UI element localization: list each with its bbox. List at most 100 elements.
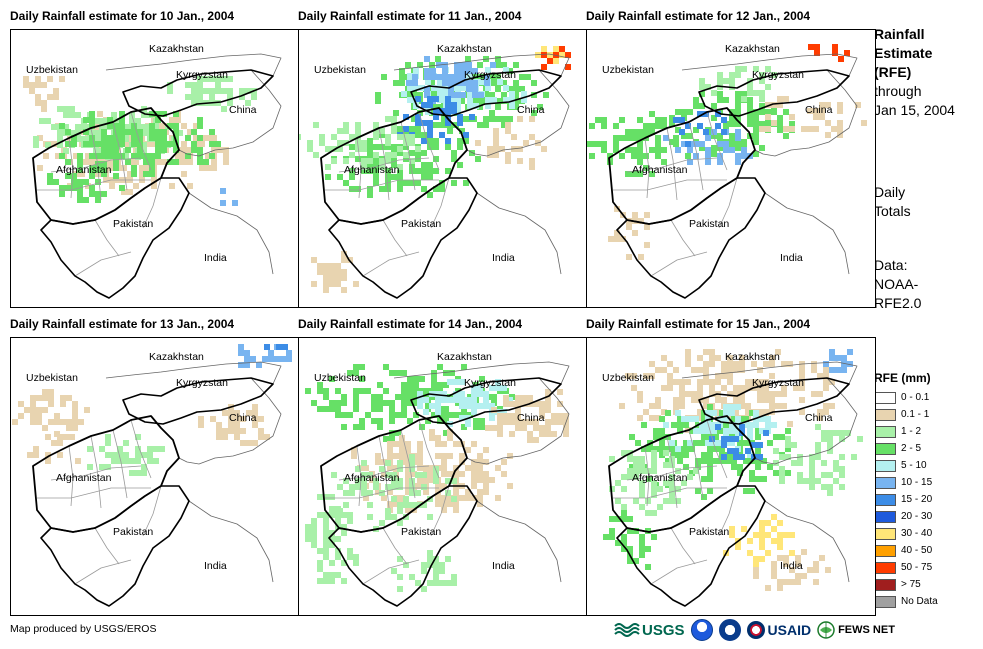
nasa-seal-icon	[718, 619, 741, 641]
province-boundary	[613, 179, 727, 191]
country-label-kazakhstan: Kazakhstan	[437, 43, 492, 55]
province-boundary	[706, 111, 728, 171]
country-boundary	[188, 500, 274, 583]
legend-label: 40 - 50	[901, 545, 933, 556]
province-boundary	[68, 445, 74, 507]
legend-swatch	[874, 442, 896, 455]
country-label-kyrgyzstan: Kyrgyzstan	[752, 377, 804, 389]
country-boundary	[476, 192, 562, 275]
province-boundary	[706, 419, 728, 479]
country-label-kazakhstan: Kazakhstan	[725, 43, 780, 55]
legend-label: > 75	[901, 579, 921, 590]
map-panel: Daily Rainfall estimate for 14 Jan., 200…	[298, 315, 588, 616]
map-panel: Daily Rainfall estimate for 12 Jan., 200…	[586, 7, 876, 308]
legend-item: 2 - 5	[874, 440, 979, 457]
country-boundary	[754, 377, 858, 465]
legend-item: 20 - 30	[874, 508, 979, 525]
legend-label: 20 - 30	[901, 511, 933, 522]
side-title-line2: Estimate	[874, 45, 933, 61]
province-boundary	[37, 487, 151, 499]
legend-item: No Data	[874, 593, 979, 610]
usgs-wave-icon	[614, 623, 640, 637]
province-boundary	[356, 137, 362, 199]
logos: USGS USAID FEWS NET	[614, 617, 895, 643]
province-boundary	[90, 127, 102, 201]
province-boundary	[112, 429, 128, 499]
country-boundary	[466, 377, 570, 465]
afghanistan-border	[32, 107, 180, 225]
province-boundary	[356, 445, 362, 507]
province-boundary	[112, 121, 128, 191]
country-label-kyrgyzstan: Kyrgyzstan	[464, 377, 516, 389]
rainfall-map: Kazakhstan Uzbekistan Kyrgyzstan China Afgha…	[305, 351, 570, 607]
province-boundary	[142, 485, 162, 537]
country-boundary	[681, 361, 858, 385]
rainfall-map: Kazakhstan Uzbekistan Kyrgyzstan China Afgha…	[299, 43, 571, 299]
rainfall-cells	[305, 364, 569, 592]
country-label-uzbekistan: Uzbekistan	[314, 372, 366, 384]
legend-item: 5 - 10	[874, 457, 979, 474]
province-boundary	[670, 527, 696, 565]
country-label-afghanistan: Afghanistan	[344, 164, 400, 176]
country-boundary	[393, 361, 570, 385]
rainfall-map: Kazakhstan Uzbekistan Kyrgyzstan China Afgha…	[23, 43, 282, 299]
province-boundary	[718, 485, 738, 537]
country-boundary	[105, 53, 282, 77]
province-boundary	[650, 251, 708, 277]
usgs-logo: USGS	[614, 622, 685, 639]
province-boundary	[94, 219, 120, 257]
country-label-afghanistan: Afghanistan	[344, 472, 400, 484]
province-boundary	[688, 429, 704, 499]
legend: RFE (mm) 0 - 0.1 0.1 - 1 1 - 2 2 - 5 5 - 10 1…	[874, 371, 979, 610]
country-label-india: India	[492, 252, 515, 264]
country-label-china: China	[805, 104, 833, 116]
rainfall-cells	[587, 44, 867, 260]
side-through: through Jan 15, 2004	[874, 82, 955, 120]
globe-icon	[817, 621, 835, 639]
legend-swatch	[874, 408, 896, 421]
country-label-china: China	[229, 412, 257, 424]
country-label-china: China	[805, 412, 833, 424]
side-data1: Data:	[874, 257, 908, 273]
afghanistan-border	[32, 415, 180, 533]
legend-item: 40 - 50	[874, 542, 979, 559]
province-boundary	[644, 445, 650, 507]
legend-item: 10 - 15	[874, 474, 979, 491]
side-title: Rainfall Estimate (RFE)	[874, 25, 932, 82]
legend-title: RFE (mm)	[874, 371, 931, 385]
province-boundary	[37, 179, 151, 191]
province-boundary	[650, 559, 708, 585]
country-boundary	[178, 377, 282, 465]
country-boundary	[178, 69, 282, 157]
country-label-pakistan: Pakistan	[689, 218, 729, 230]
country-label-india: India	[204, 252, 227, 264]
legend-swatch	[874, 561, 896, 574]
province-boundary	[418, 111, 440, 171]
country-label-pakistan: Pakistan	[113, 218, 153, 230]
side-daily2: Totals	[874, 203, 911, 219]
footer-credit: Map produced by USGS/EROS	[10, 623, 157, 635]
panel-title: Daily Rainfall estimate for 15 Jan., 200…	[586, 317, 811, 331]
province-boundary	[613, 487, 727, 499]
country-label-kazakhstan: Kazakhstan	[725, 351, 780, 363]
legend-label: 15 - 20	[901, 494, 933, 505]
province-boundary	[418, 419, 440, 479]
province-boundary	[718, 177, 738, 229]
legend-label: 5 - 10	[901, 460, 927, 471]
rainfall-cells	[603, 349, 863, 591]
country-label-pakistan: Pakistan	[401, 526, 441, 538]
map-frame: Kazakhstan Uzbekistan Kyrgyzstan China Afgha…	[586, 29, 876, 308]
map-frame: Kazakhstan Uzbekistan Kyrgyzstan China Afgha…	[10, 337, 300, 616]
legend-swatch	[874, 595, 896, 608]
country-label-kyrgyzstan: Kyrgyzstan	[176, 69, 228, 81]
country-label-china: China	[229, 104, 257, 116]
side-through-text: through	[874, 83, 922, 99]
afghanistan-border	[320, 415, 468, 533]
legend-label: 50 - 75	[901, 562, 933, 573]
province-boundary	[130, 111, 152, 171]
side-data3: RFE2.0	[874, 295, 922, 311]
legend-swatch	[874, 425, 896, 438]
legend-swatch	[874, 510, 896, 523]
country-boundary	[466, 69, 570, 157]
side-date: Jan 15, 2004	[874, 102, 955, 118]
